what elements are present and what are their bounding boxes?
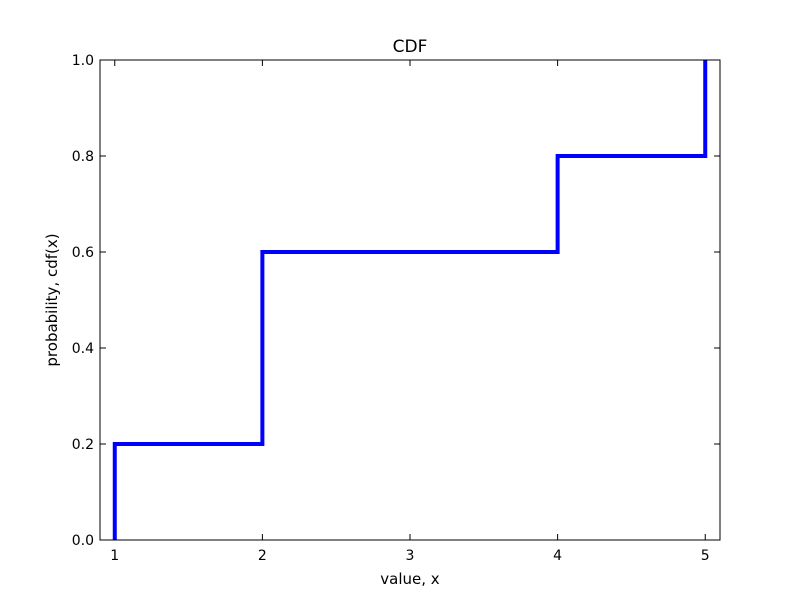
x-tick-label: 2 xyxy=(258,548,267,564)
y-tick-label: 0.4 xyxy=(72,341,94,357)
y-axis-label: probability, cdf(x) xyxy=(43,233,61,366)
y-tick-label: 0.6 xyxy=(72,245,94,261)
chart-title: CDF xyxy=(393,37,428,57)
x-tick-label: 1 xyxy=(110,548,119,564)
y-tick-label: 0.0 xyxy=(72,533,94,549)
x-tick-label: 3 xyxy=(406,548,415,564)
x-tick-label: 5 xyxy=(701,548,710,564)
axis-ticks: 1 2 3 4 5 0.0 0.2 0.4 0.6 0.8 1.0 xyxy=(72,53,720,564)
x-axis-label: value, x xyxy=(380,570,440,588)
y-tick-label: 0.8 xyxy=(72,149,94,165)
y-tick-label: 1.0 xyxy=(72,53,94,69)
y-tick-label: 0.2 xyxy=(72,437,94,453)
cdf-step-line xyxy=(112,60,708,540)
plot-frame xyxy=(99,59,721,541)
x-tick-label: 4 xyxy=(553,548,562,564)
series-group xyxy=(112,60,708,540)
